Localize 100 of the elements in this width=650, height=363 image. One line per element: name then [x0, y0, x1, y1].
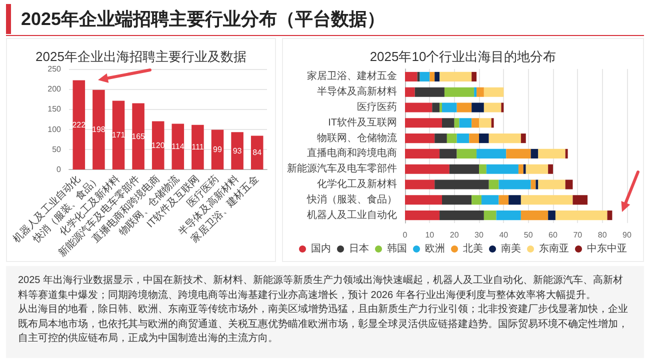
bar: [479, 118, 492, 128]
legend-label: 南美: [501, 242, 521, 254]
bar: [523, 164, 526, 174]
legend-label: 中东中亚: [587, 242, 627, 254]
bar: [434, 134, 447, 144]
bar: [112, 100, 125, 170]
bar: [484, 102, 502, 112]
bar: [459, 118, 472, 128]
bar: [548, 210, 556, 220]
data-label: 84: [252, 148, 262, 158]
bar: [405, 148, 440, 158]
bar: [192, 124, 204, 170]
y-tick-label: 半导体及高新材料: [317, 86, 397, 98]
bar: [555, 210, 608, 220]
y-tick-label: 物联网、仓储物流: [317, 132, 397, 144]
bar: [231, 132, 244, 170]
bar: [430, 72, 435, 82]
x-tick-label: 30: [474, 230, 484, 240]
bar: [405, 195, 442, 205]
bar: [211, 130, 224, 170]
bar: [479, 134, 489, 144]
y-tick-label: 家居卫浴、建材五金: [307, 70, 397, 82]
bar: [434, 72, 440, 82]
x-tick-label: 60: [548, 230, 558, 240]
bar: [506, 148, 531, 158]
bar: [442, 195, 472, 205]
bar: [538, 148, 566, 158]
bar: [72, 80, 86, 170]
data-label: 198: [92, 125, 106, 134]
x-tick-label: 50: [524, 230, 534, 240]
bar: [526, 164, 548, 174]
bar: [440, 148, 457, 158]
bar: [548, 164, 553, 174]
bar: [405, 102, 432, 112]
y-tick-label: 直播电商和跨境电商: [307, 147, 397, 160]
chart-title: 2025年10个行业出海目的地分布: [370, 49, 556, 64]
bar: [498, 195, 509, 205]
bar: [442, 118, 454, 128]
bar: [444, 87, 474, 97]
data-label: 120: [151, 140, 166, 150]
x-tick-label: 20: [450, 230, 460, 240]
bar: [472, 118, 479, 128]
bar: [405, 87, 415, 97]
data-label: 114: [172, 142, 185, 152]
legend-label: 欧洲: [425, 242, 445, 254]
bar: [530, 148, 538, 158]
bar: [152, 121, 164, 170]
bar: [440, 210, 484, 220]
text: 从出海目的地看，除日韩、欧洲、东南亚等传统市场外，南美区域增势迅猛，且由新质生产力行业引领；北非投资建厂步伐显著加快，企业既布局本地市场，也依托其与欧洲的商贸通道、关税互惠优势瞄准欧洲市场，彰显全球灵活供应链搭建趋势。国际贸易环境不确定性增加，自主可控的供应链布局，正成为中国制造出海的主流方向。: [18, 303, 629, 346]
bar: [405, 164, 450, 174]
bar: [456, 134, 470, 144]
bar: [565, 148, 568, 158]
legend-label: 东南亚: [539, 242, 569, 254]
bar: [572, 195, 588, 205]
bar: [172, 124, 184, 170]
text: 2025 年出海行业数据显示，中国在新技术、新材料、新能源等新质生产力领域出海快速崛起，机器人及工业自动化、新能源汽车、高新材料等赛道集中爆发；同期跨境物流、跨境电商等出海基建行业亦高速增长，预计 2026 年各行业出海便利度与整体效率将大幅提升。: [18, 274, 624, 302]
y-tick-label: 100: [48, 124, 62, 134]
y-tick-label: 医疗医药: [357, 101, 397, 113]
bar: [481, 195, 499, 205]
bar: [498, 180, 531, 190]
bar: [488, 180, 499, 190]
bar: [432, 102, 440, 112]
data-label: 99: [213, 145, 222, 154]
x-tick-label: 10: [425, 230, 435, 240]
bar: [536, 180, 538, 190]
bar: [491, 118, 494, 128]
bar: [449, 164, 479, 174]
bar: [501, 102, 504, 112]
bar: [496, 210, 521, 220]
bar: [405, 72, 418, 82]
x-tick-label: 40: [499, 230, 509, 240]
bar: [420, 72, 430, 82]
bar: [508, 195, 521, 205]
bar: [456, 148, 477, 158]
bar: [434, 180, 489, 190]
bar: [607, 210, 612, 220]
bar: [472, 102, 484, 112]
y-tick-label: IT软件及互联网: [328, 116, 397, 128]
bar: [440, 72, 472, 82]
bar: [476, 148, 506, 158]
bar: [486, 164, 518, 174]
legend-label: 北美: [463, 242, 483, 254]
x-tick-label: 70: [573, 230, 583, 240]
legend-label: 日本: [349, 242, 369, 254]
bar: [530, 180, 536, 190]
chart-title: 2025年企业出海招聘主要行业及数据: [36, 49, 246, 64]
bar: [484, 87, 504, 97]
bar: [484, 210, 496, 220]
bar: [92, 90, 105, 170]
y-tick-label: 50: [52, 144, 62, 154]
bar: [417, 72, 420, 82]
bar: [454, 118, 460, 128]
bar: [405, 180, 435, 190]
bar: [565, 180, 573, 190]
y-tick-label: 新能源汽车及电车零部件: [287, 162, 397, 175]
bar: [405, 210, 440, 220]
bar: [446, 134, 457, 144]
bar: [476, 87, 484, 97]
bar: [472, 72, 477, 82]
bar: [474, 87, 477, 97]
